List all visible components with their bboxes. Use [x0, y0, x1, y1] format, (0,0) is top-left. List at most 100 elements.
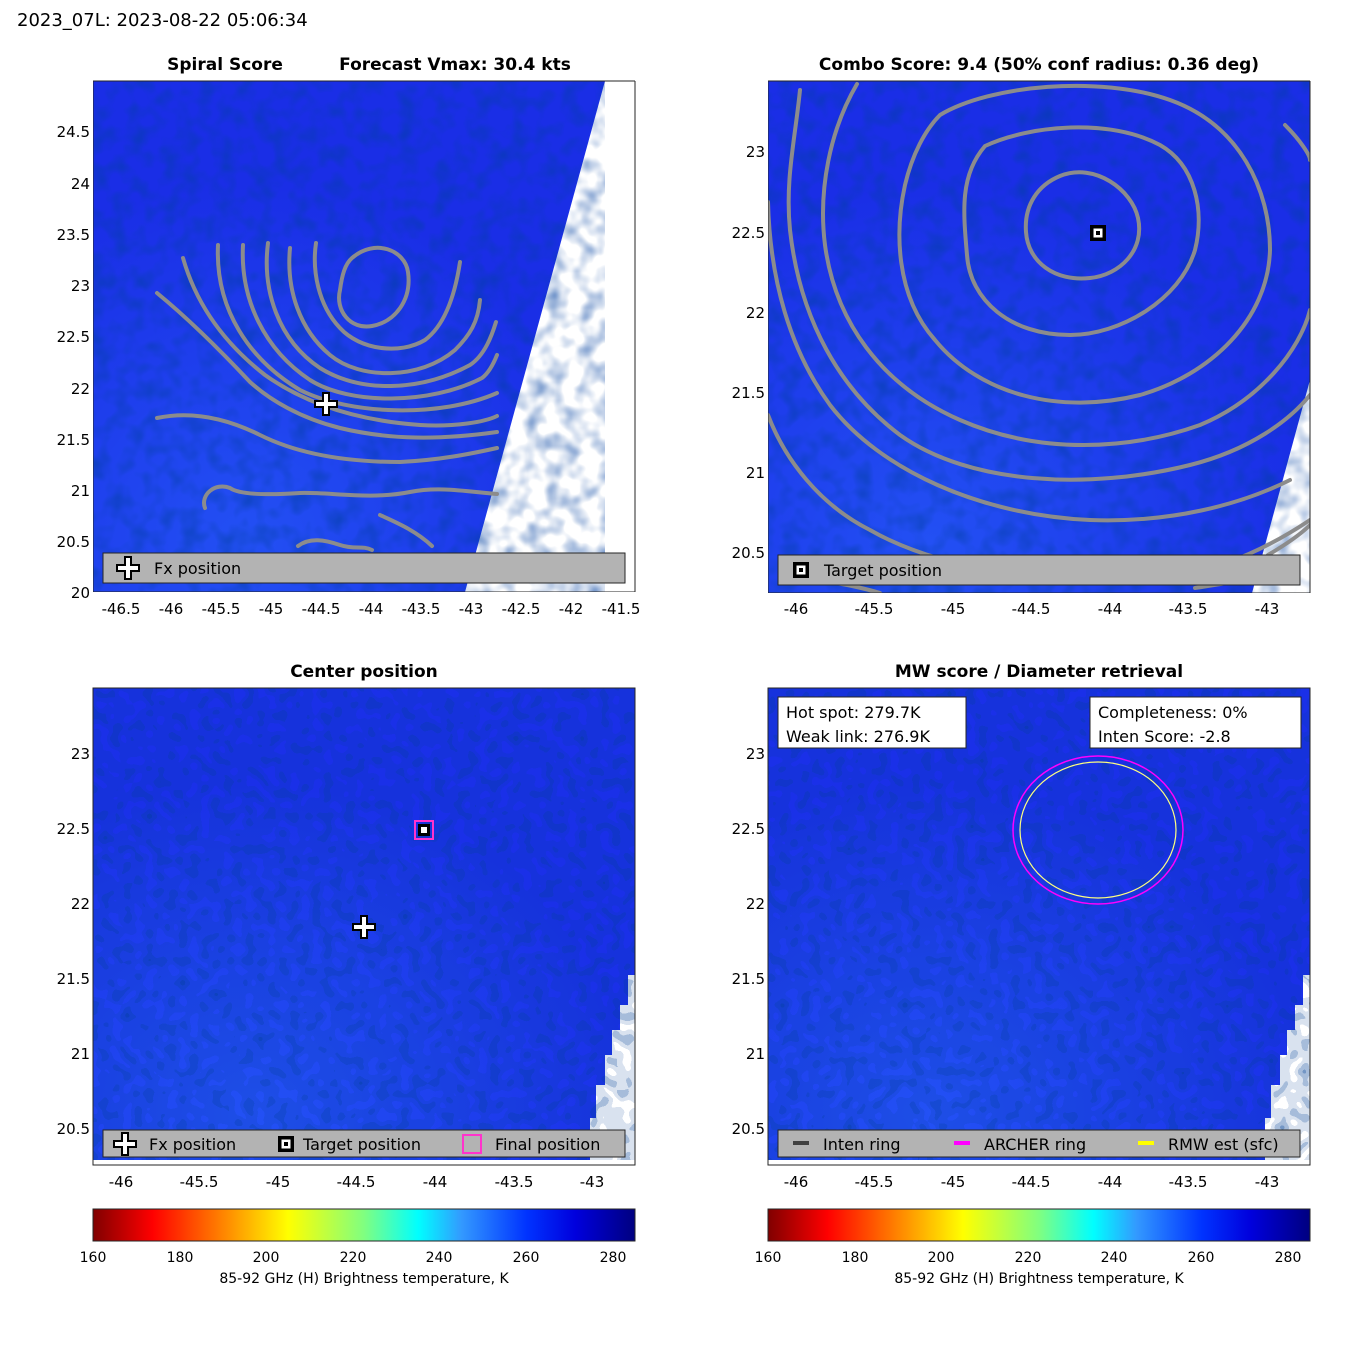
center-xtick: -43: [580, 1173, 605, 1191]
center-legend-final: Final position: [495, 1135, 600, 1154]
mw-xtick: -43: [1255, 1173, 1280, 1191]
spiral-ytick: 22.5: [57, 328, 90, 346]
spiral-ytick: 20: [71, 584, 90, 602]
colorbar-tick: 260: [513, 1250, 540, 1266]
mw-ytick: 21.5: [732, 970, 765, 988]
mw-title: MW score / Diameter retrieval: [895, 662, 1183, 682]
spiral-legend: Fx position: [102, 552, 626, 584]
spiral-xtick: -45.5: [202, 600, 241, 618]
forecast-vmax-title: Forecast Vmax: 30.4 kts: [339, 55, 571, 75]
spiral-panel: Spiral Score Forecast Vmax: 30.4 kts: [57, 55, 641, 618]
center-xtick: -44.5: [337, 1173, 376, 1191]
spiral-xtick: -46.5: [102, 600, 141, 618]
combo-ytick: 20.5: [732, 544, 765, 562]
center-ytick: 20.5: [57, 1120, 90, 1138]
colorbar-tick: 280: [1275, 1250, 1302, 1266]
center-legend-target: Target position: [302, 1135, 421, 1154]
combo-xtick: -45.5: [855, 600, 894, 618]
spiral-xtick: -42.5: [502, 600, 541, 618]
colorbar-tick: 280: [600, 1250, 627, 1266]
spiral-xtick: -43: [459, 600, 484, 618]
center-ytick: 21.5: [57, 970, 90, 988]
mw-legend-archer: ARCHER ring: [984, 1135, 1086, 1154]
center-xtick: -46: [109, 1173, 134, 1191]
target-legend-icon: [793, 562, 809, 578]
mw-xtick: -45: [941, 1173, 966, 1191]
mw-map: [767, 687, 1311, 1166]
rmw-ring: [1019, 761, 1177, 899]
inten-score-text: Inten Score: -2.8: [1098, 727, 1231, 746]
mw-legend-inten: Inten ring: [823, 1135, 901, 1154]
center-ytick: 22.5: [57, 820, 90, 838]
colorbar-tick: 240: [426, 1250, 453, 1266]
combo-xtick: -46: [784, 600, 809, 618]
fx-legend-icon: [113, 1132, 137, 1156]
center-fx-marker: [352, 915, 376, 939]
center-ytick: 21: [71, 1045, 90, 1063]
colorbar-label: 85-92 GHz (H) Brightness temperature, K: [894, 1271, 1184, 1287]
combo-ytick: 22.5: [732, 224, 765, 242]
spiral-xtick: -44.5: [302, 600, 341, 618]
mw-info-right: Completeness: 0% Inten Score: -2.8: [1089, 696, 1302, 749]
fx-position-marker: [314, 392, 338, 416]
spiral-xtick: -46: [159, 600, 184, 618]
center-panel: Center position Fx position Target posit…: [57, 662, 636, 1191]
spiral-ytick: 21.5: [57, 431, 90, 449]
combo-xtick: -45: [941, 600, 966, 618]
combo-title: Combo Score: 9.4 (50% conf radius: 0.36 …: [819, 55, 1259, 75]
colorbar-tick: 220: [1015, 1250, 1042, 1266]
spiral-ytick: 24: [71, 175, 90, 193]
combo-map: [768, 81, 1310, 593]
mw-xtick: -43.5: [1169, 1173, 1208, 1191]
combo-xtick: -43.5: [1169, 600, 1208, 618]
spiral-title: Spiral Score: [167, 55, 283, 75]
mw-axes: -46 -45.5 -45 -44.5 -44 -43.5 -43 20.5 2…: [732, 745, 1280, 1191]
colorbar-label: 85-92 GHz (H) Brightness temperature, K: [219, 1271, 509, 1287]
center-ytick: 23: [71, 745, 90, 763]
final-legend-icon: [462, 1134, 482, 1154]
archer-ring: [1012, 755, 1184, 905]
colorbar-tick: 200: [928, 1250, 955, 1266]
spiral-axes: -46.5 -46 -45.5 -45 -44.5 -44 -43.5 -43 …: [57, 80, 641, 618]
center-axes: -46 -45.5 -45 -44.5 -44 -43.5 -43 20.5 2…: [57, 745, 605, 1191]
spiral-xtick: -43.5: [402, 600, 441, 618]
combo-xtick: -44: [1098, 600, 1123, 618]
combo-axes: -46 -45.5 -45 -44.5 -44 -43.5 -43 20.5 2…: [732, 80, 1311, 618]
center-ytick: 22: [71, 895, 90, 913]
mw-legend: Inten ring ARCHER ring RMW est (sfc): [777, 1129, 1301, 1158]
combo-legend-target: Target position: [823, 561, 942, 580]
colorbar-left: 160 180 200 220 240 260 280 85-92 GHz (H…: [80, 1208, 636, 1287]
target-legend-icon: [278, 1136, 294, 1152]
mw-info-left: Hot spot: 279.7K Weak link: 276.9K: [777, 696, 967, 749]
colorbar-tick: 260: [1188, 1250, 1215, 1266]
spiral-xtick: -41.5: [602, 600, 641, 618]
mw-ytick: 22.5: [732, 820, 765, 838]
mw-xtick: -45.5: [855, 1173, 894, 1191]
mw-xtick: -44: [1098, 1173, 1123, 1191]
spiral-ytick: 23.5: [57, 226, 90, 244]
spiral-legend-fx: Fx position: [154, 559, 241, 578]
fx-legend-icon: [116, 556, 140, 580]
spiral-ytick: 24.5: [57, 123, 90, 141]
mw-ytick: 20.5: [732, 1120, 765, 1138]
final-position-marker: [414, 820, 434, 840]
colorbar-tick: 160: [80, 1250, 107, 1266]
spiral-ytick: 20.5: [57, 533, 90, 551]
combo-xtick: -44.5: [1012, 600, 1051, 618]
colorbar-tick: 220: [340, 1250, 367, 1266]
colorbar-tick: 180: [167, 1250, 194, 1266]
mw-panel: MW score / Diameter retrieval Hot spot: …: [732, 662, 1311, 1191]
center-title: Center position: [290, 662, 438, 682]
center-xtick: -45.5: [180, 1173, 219, 1191]
combo-legend: Target position: [777, 554, 1301, 586]
combo-ytick: 22: [746, 304, 765, 322]
colorbar-tick: 240: [1101, 1250, 1128, 1266]
spiral-contours: [155, 241, 499, 552]
spiral-ytick: 21: [71, 482, 90, 500]
completeness-text: Completeness: 0%: [1098, 703, 1248, 722]
colorbar-tick: 200: [253, 1250, 280, 1266]
spiral-ytick: 23: [71, 277, 90, 295]
combo-ytick: 21.5: [732, 384, 765, 402]
combo-xtick: -43: [1255, 600, 1280, 618]
